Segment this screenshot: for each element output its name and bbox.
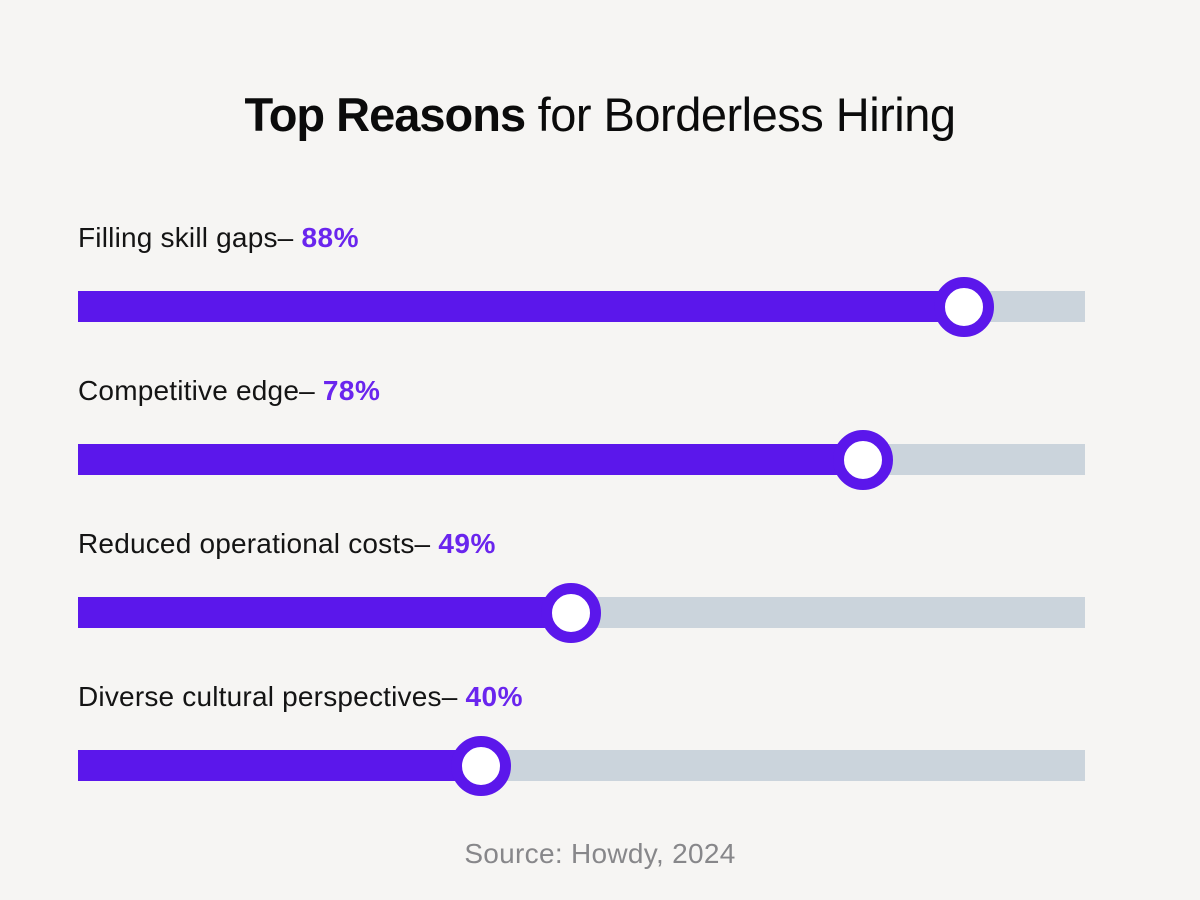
slider-knob[interactable]	[934, 276, 995, 337]
track-fill	[78, 750, 481, 782]
track-fill	[78, 444, 864, 476]
slider-knob[interactable]	[450, 735, 511, 796]
page-title: Top Reasons for Borderless Hiring	[0, 89, 1200, 141]
row-value: 40%	[465, 681, 524, 713]
row-label: Filling skill gaps– 88%	[78, 221, 1085, 255]
row-label-text: Competitive edge–	[78, 375, 315, 407]
row-label: Reduced operational costs– 49%	[78, 527, 1085, 561]
row-label-text: Reduced operational costs–	[78, 528, 431, 560]
slider-row: Reduced operational costs– 49%	[78, 527, 1085, 643]
slider-knob[interactable]	[833, 429, 894, 490]
slider-track-area	[78, 429, 1085, 490]
row-value: 88%	[301, 222, 359, 254]
page-title-emphasis: Top Reasons	[244, 88, 526, 142]
row-label-text: Filling skill gaps–	[78, 222, 294, 254]
track-fill	[78, 597, 572, 629]
slider-row: Competitive edge– 78%	[78, 374, 1085, 490]
row-value: 78%	[322, 375, 381, 407]
slider-row: Diverse cultural perspectives– 40%	[78, 680, 1085, 796]
slider-track-area	[78, 276, 1085, 337]
page-title-rest: for Borderless Hiring	[525, 88, 956, 142]
slider-track-area	[78, 582, 1085, 643]
slider-track-area	[78, 735, 1085, 796]
row-label: Diverse cultural perspectives– 40%	[78, 680, 1085, 714]
slider-row: Filling skill gaps– 88%	[78, 221, 1085, 337]
row-label: Competitive edge– 78%	[78, 374, 1085, 408]
track-fill	[78, 291, 965, 323]
slider-chart: Filling skill gaps– 88% Competitive edge…	[78, 221, 1085, 796]
source-attribution: Source: Howdy, 2024	[464, 838, 736, 870]
row-value: 49%	[438, 528, 496, 560]
row-label-text: Diverse cultural perspectives–	[78, 681, 458, 713]
slider-knob[interactable]	[541, 582, 602, 643]
